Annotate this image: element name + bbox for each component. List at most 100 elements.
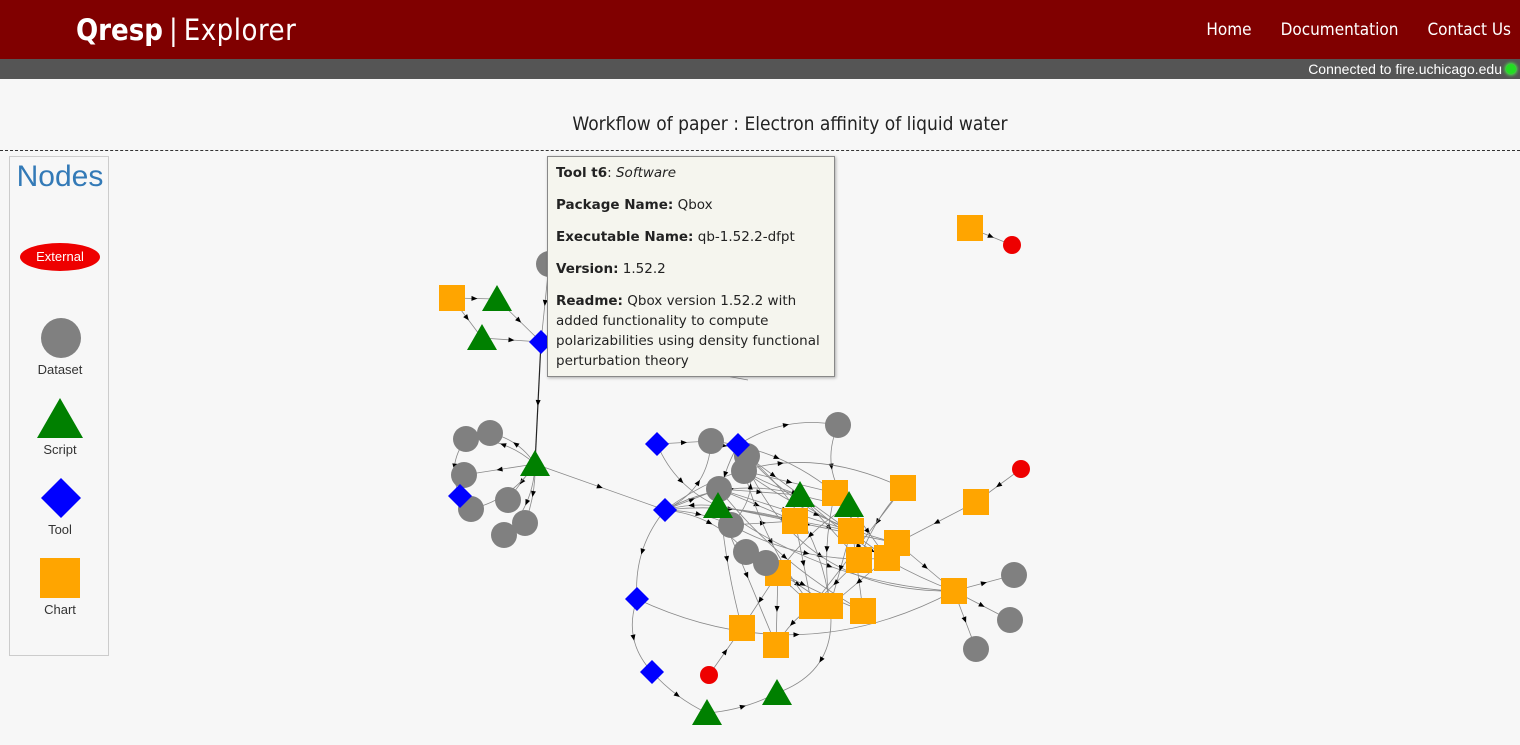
graph-node-dataset[interactable] [825,412,851,438]
graph-node-tool[interactable] [653,498,677,522]
graph-node-dataset[interactable] [491,522,517,548]
graph-node-external[interactable] [1012,460,1030,478]
graph-node-dataset[interactable] [706,476,732,502]
graph-node-script[interactable] [467,324,497,350]
legend-chart-label: Chart [44,602,76,617]
graph-node-chart[interactable] [874,545,900,571]
edge-arrowhead-icon [774,605,780,612]
graph-node-tool[interactable] [625,587,649,611]
edge-arrowhead-icon [996,481,1003,488]
tooltip-header: Tool t6: Software [556,163,826,183]
edge-arrowhead-icon [825,562,833,568]
graph-node-chart[interactable] [957,215,983,241]
brand-logo[interactable]: Qresp | Explorer [76,12,296,48]
tool-diamond-icon [41,478,81,518]
edge-arrowhead-icon [496,466,503,472]
graph-node-script[interactable] [785,481,815,507]
connection-status-bar: Connected to fire.uchicago.edu [0,59,1520,79]
graph-node-chart[interactable] [817,593,843,619]
edge-arrowhead-icon [500,443,507,448]
graph-node-script[interactable] [703,492,733,518]
page-title: Workflow of paper : Electron affinity of… [572,113,1008,135]
edge-arrowhead-icon [980,581,987,587]
edge-arrowhead-icon [773,454,780,459]
graph-node-dataset[interactable] [753,550,779,576]
graph-node-external[interactable] [700,666,718,684]
edge-arrowhead-icon [758,596,764,604]
edge-arrowhead-icon [987,233,994,238]
tooltip-package-row: Package Name: Qbox [556,195,826,215]
graph-node-chart[interactable] [850,598,876,624]
graph-node-script[interactable] [834,491,864,517]
graph-node-tool[interactable] [448,484,472,508]
graph-node-script[interactable] [482,285,512,311]
nav-documentation-link[interactable]: Documentation [1280,20,1399,40]
node-tooltip: Tool t6: Software Package Name: Qbox Exe… [547,156,835,377]
graph-node-chart[interactable] [439,285,465,311]
graph-node-chart[interactable] [782,508,808,534]
graph-node-dataset[interactable] [997,607,1023,633]
graph-node-dataset[interactable] [718,512,744,538]
connection-status-indicator-icon [1506,64,1516,74]
graph-node-chart[interactable] [846,547,872,573]
graph-node-tool[interactable] [726,433,750,457]
edge-arrowhead-icon [782,423,789,429]
edge-arrowhead-icon [819,656,825,663]
edge-arrowhead-icon [747,483,753,490]
graph-node-script[interactable] [692,699,722,725]
graph-node-chart[interactable] [890,475,916,501]
brand-secondary: Explorer [183,13,297,47]
graph-node-external[interactable] [1003,236,1021,254]
graph-node-dataset[interactable] [963,636,989,662]
graph-node-chart[interactable] [763,632,789,658]
edge-arrowhead-icon [807,531,814,538]
graph-node-dataset[interactable] [453,426,479,452]
brand-separator: | [168,13,178,47]
graph-node-dataset[interactable] [451,462,477,488]
edge-arrowhead-icon [519,478,526,485]
tooltip-package-label: Package Name: [556,197,674,213]
connection-status-text: Connected to fire.uchicago.edu [1308,61,1502,77]
edge-arrowhead-icon [515,316,522,323]
graph-node-tool[interactable] [640,660,664,684]
edge-arrowhead-icon [535,399,541,406]
tooltip-version-label: Version: [556,261,619,277]
edge-arrowhead-icon [780,553,788,560]
graph-node-dataset[interactable] [512,510,538,536]
graph-edge [737,422,839,446]
edge-arrowhead-icon [777,461,784,467]
graph-edge [664,487,801,511]
edge-arrowhead-icon [794,580,801,587]
graph-node-script[interactable] [520,450,550,476]
graph-node-chart[interactable] [963,489,989,515]
edge-arrowhead-icon [695,511,702,516]
tooltip-readme-label: Readme: [556,293,623,309]
graph-edge [636,590,955,636]
edge-arrowhead-icon [508,337,515,343]
graph-node-dataset[interactable] [1001,562,1027,588]
edge-arrowhead-icon [759,520,766,526]
tooltip-version-row: Version: 1.52.2 [556,259,826,279]
edge-arrowhead-icon [542,299,548,306]
tooltip-node-type: Software [615,165,677,181]
graph-node-dataset[interactable] [733,539,759,565]
graph-node-chart[interactable] [941,578,967,604]
graph-node-script[interactable] [762,679,792,705]
graph-node-chart[interactable] [838,518,864,544]
graph-node-dataset[interactable] [698,428,724,454]
edge-arrowhead-icon [739,704,746,710]
nav-home-link[interactable]: Home [1206,20,1252,40]
edge-arrowhead-icon [596,483,603,489]
graph-node-tool[interactable] [645,432,669,456]
legend-tool-label: Tool [48,522,72,537]
title-divider [0,150,1520,151]
tooltip-id-separator: : [607,165,616,181]
nav-contact-link[interactable]: Contact Us [1427,20,1511,40]
graph-node-chart[interactable] [729,615,755,641]
tooltip-package-value: Qbox [677,197,713,213]
graph-node-dataset[interactable] [477,420,503,446]
graph-node-dataset[interactable] [731,458,757,484]
graph-node-dataset[interactable] [495,487,521,513]
edge-arrowhead-icon [688,502,695,508]
